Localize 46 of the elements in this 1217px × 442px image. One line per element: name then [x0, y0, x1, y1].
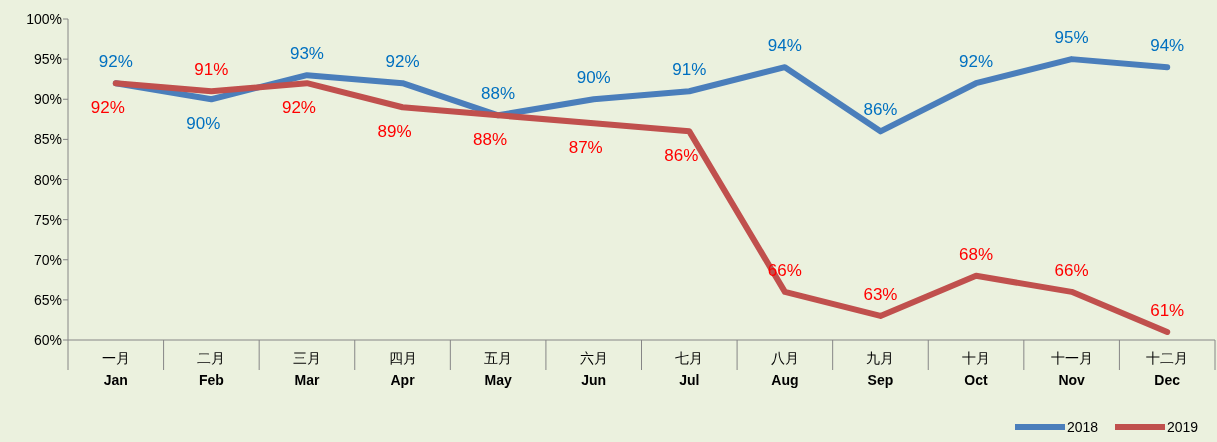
data-label: 86% [863, 100, 898, 120]
data-label: 92% [385, 52, 420, 72]
data-label: 94% [1150, 36, 1185, 56]
data-label: 63% [863, 284, 898, 304]
data-label: 68% [959, 244, 994, 264]
data-label: 61% [1150, 300, 1185, 320]
y-tick-label: 85% [33, 131, 62, 148]
data-label: 88% [473, 130, 508, 150]
y-tick-label: 65% [33, 291, 62, 308]
data-label: 91% [194, 60, 229, 80]
legend-label: 2019 [1167, 419, 1199, 435]
data-label: 94% [767, 36, 802, 56]
x-tick-label: 三月 Mar [292, 350, 321, 388]
x-tick-label: 十一月 Nov [1050, 350, 1093, 388]
x-tick-label: 十二月 Dec [1146, 350, 1189, 388]
data-label: 90% [576, 68, 611, 88]
y-tick-label: 60% [33, 332, 62, 348]
data-label: 88% [481, 84, 516, 104]
y-tick-label: 90% [33, 91, 62, 108]
x-tick-label: 十月 Oct [962, 350, 991, 388]
data-label: 92% [959, 52, 994, 72]
x-tick-label: 二月 Feb [197, 350, 226, 388]
y-tick-label: 80% [33, 171, 62, 188]
x-tick-label: 八月 Aug [770, 350, 799, 388]
x-tick-label: 六月 Jun [579, 350, 608, 388]
data-label: 91% [672, 60, 707, 80]
data-label: 86% [664, 146, 699, 166]
data-label: 66% [1054, 260, 1089, 280]
legend-label: 2018 [1067, 419, 1099, 435]
y-tick-label: 95% [33, 51, 62, 68]
y-tick-label: 75% [33, 211, 62, 228]
y-tick-label: 100% [26, 11, 62, 27]
x-tick-label: 四月 Apr [388, 350, 417, 388]
x-tick-label: 七月 Jul [675, 350, 704, 388]
y-tick-label: 70% [33, 251, 62, 268]
data-label: 89% [377, 122, 412, 142]
data-label: 90% [186, 114, 221, 134]
x-tick-label: 一月 Jan [101, 350, 130, 388]
x-tick-label: 九月 Sep [866, 350, 895, 388]
data-label: 95% [1054, 28, 1089, 48]
data-label: 87% [568, 138, 603, 158]
data-label: 92% [98, 52, 133, 72]
data-label: 93% [289, 44, 324, 64]
data-label: 92% [90, 98, 125, 118]
data-label: 92% [281, 98, 316, 118]
x-tick-label: 五月 May [484, 350, 513, 388]
